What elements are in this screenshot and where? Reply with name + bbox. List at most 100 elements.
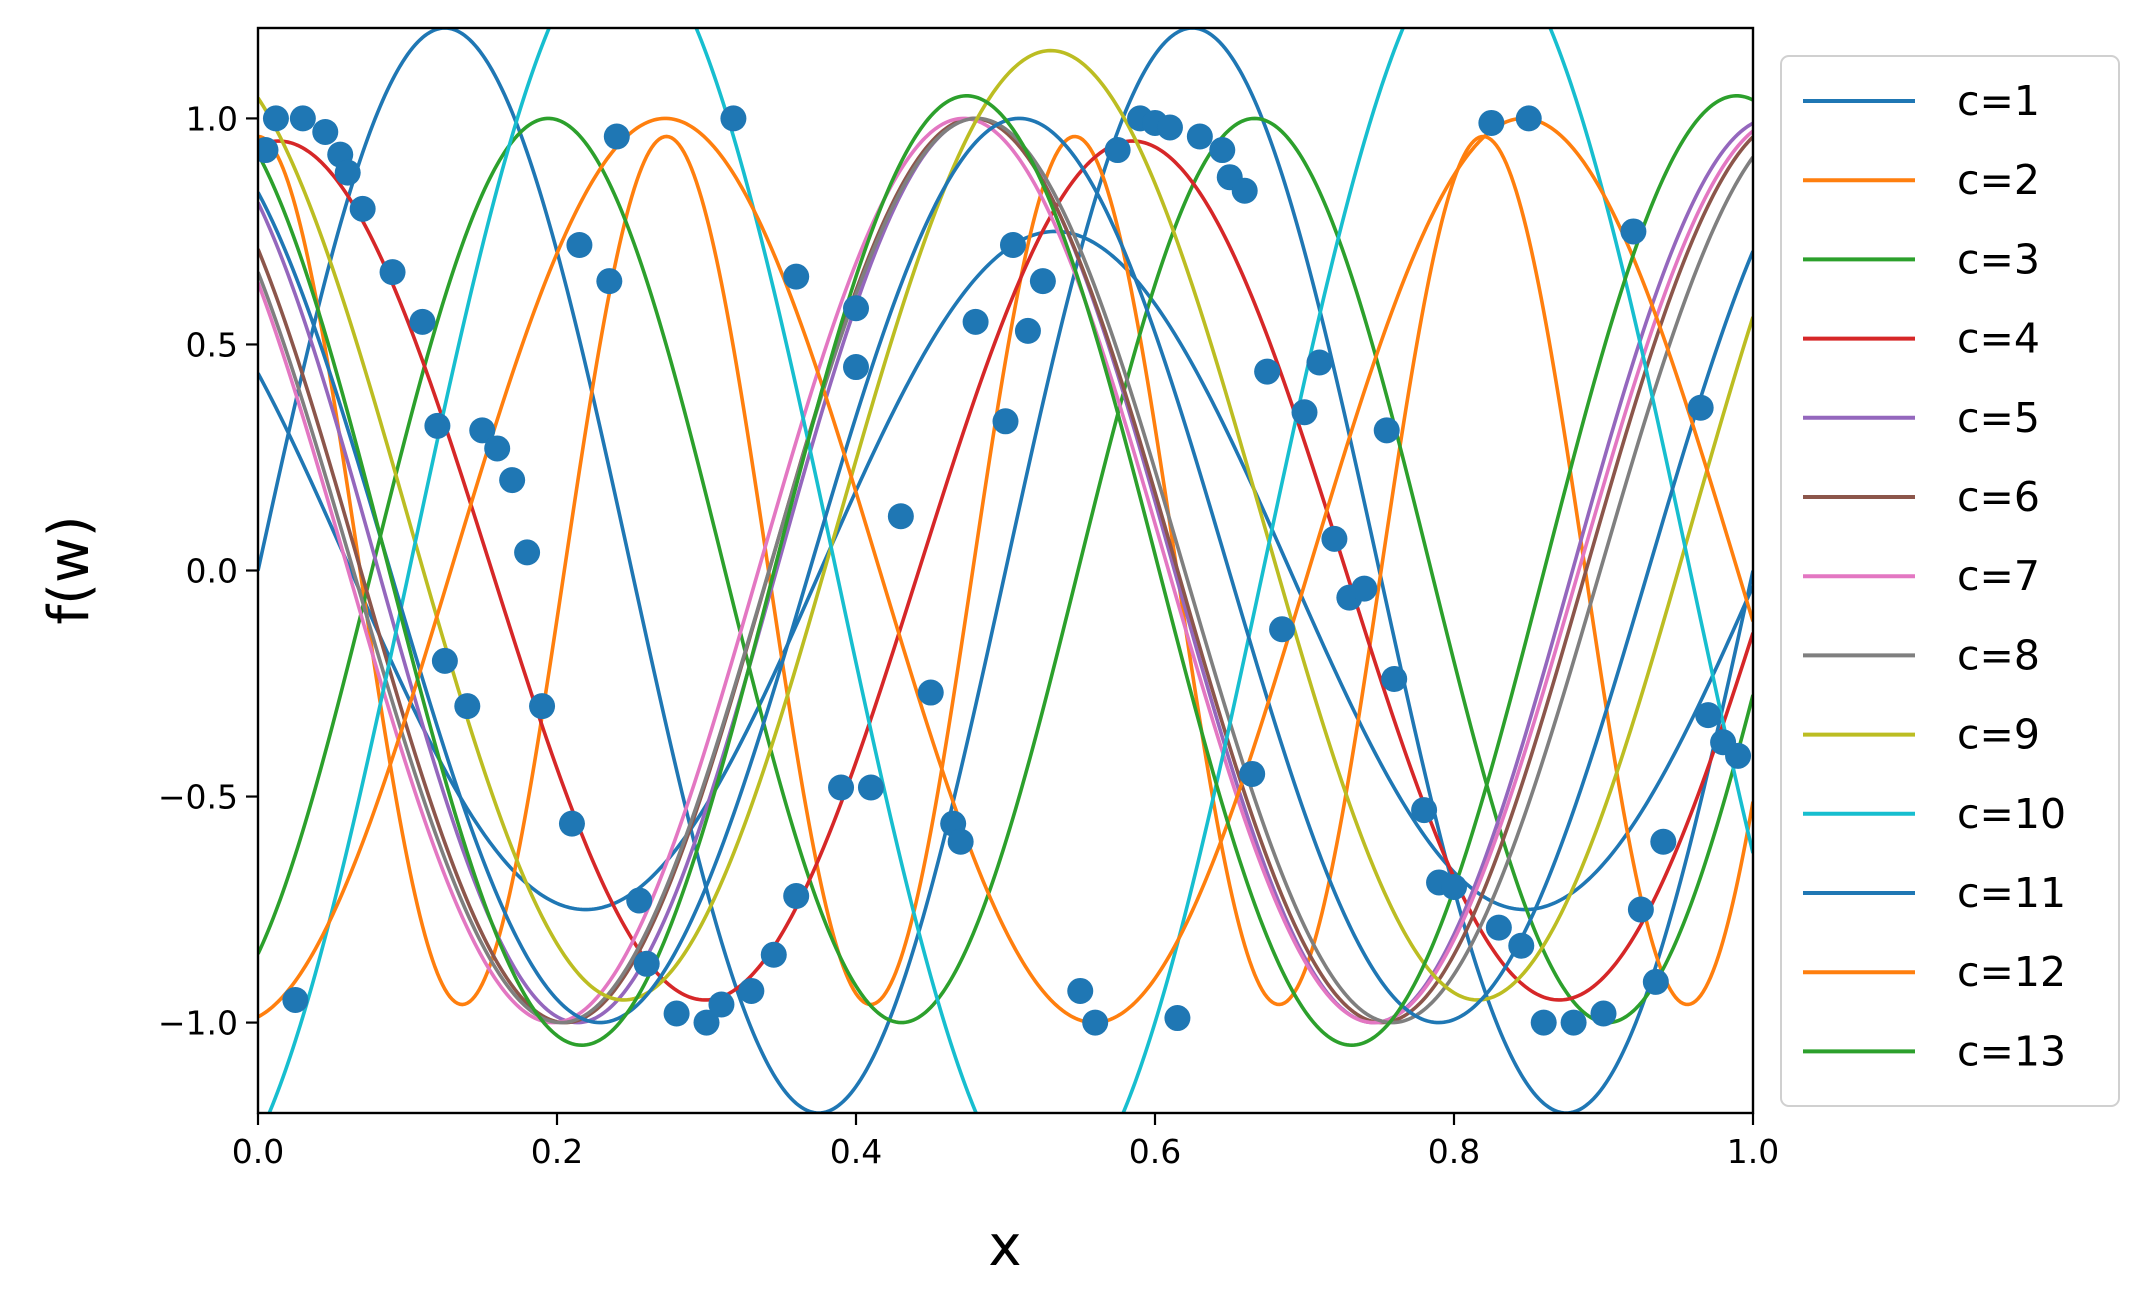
scatter-point-27 (887, 503, 914, 530)
legend-frame (1780, 55, 2120, 1107)
legend-label-c9: c=9 (1957, 711, 2040, 759)
scatter-point-61 (1508, 932, 1535, 959)
scatter-point-55 (1373, 417, 1400, 444)
legend-label-c10: c=10 (1957, 790, 2066, 838)
y-tick-label: −1.0 (158, 1004, 238, 1043)
legend-label-c3: c=3 (1957, 235, 2040, 283)
scatter-point-69 (1687, 394, 1714, 421)
series-line-c7 (258, 116, 1753, 1025)
scatter-point-12 (484, 435, 511, 462)
scatter-point-60 (1485, 914, 1512, 941)
series-line-c13 (258, 94, 1753, 1047)
scatter-point-43 (1186, 123, 1213, 150)
scatter-point-26 (857, 774, 884, 801)
x-tick-label: 0.4 (830, 1132, 882, 1171)
legend-label-c5: c=5 (1957, 394, 2040, 442)
legend-label-c12: c=12 (1957, 948, 2066, 996)
scatter-point-9 (409, 308, 436, 335)
legend-label-c1: c=1 (1957, 77, 2040, 125)
series-layer (258, 28, 1753, 1113)
scatter-point-70 (1695, 702, 1722, 729)
scatter-point-13 (499, 467, 526, 494)
series-line-c1 (258, 28, 1753, 1113)
scatter-point-78 (596, 268, 623, 295)
legend-label-c7: c=7 (1957, 552, 2040, 600)
scatter-point-30 (947, 828, 974, 855)
y-tick-label: −0.5 (158, 778, 238, 817)
scatter-point-83 (843, 354, 869, 381)
scatter-point-66 (1627, 896, 1654, 923)
scatter-point-20 (693, 1009, 720, 1036)
scatter-point-25 (828, 774, 855, 801)
scatter-point-22 (738, 977, 765, 1004)
scatter-point-47 (1239, 760, 1266, 787)
legend-label-c6: c=6 (1957, 473, 2040, 521)
scatter-point-59 (1441, 873, 1467, 900)
x-axis-label: x (988, 1214, 1021, 1279)
x-tick-label: 0.8 (1428, 1132, 1480, 1171)
legend-label-c2: c=2 (1957, 156, 2040, 204)
scatter-point-24 (783, 883, 810, 909)
legend-label-c11: c=11 (1957, 869, 2066, 917)
scatter-point-74 (1515, 105, 1542, 132)
scatter-point-21 (708, 991, 735, 1018)
scatter-point-15 (529, 693, 556, 720)
scatter-point-11 (469, 417, 496, 444)
scatter-point-54 (1351, 575, 1378, 602)
scatter-point-63 (1560, 1009, 1587, 1036)
series-line-c8 (258, 116, 1753, 1025)
scatter-point-18 (633, 950, 660, 977)
y-axis: −1.0 −0.5 0.0 0.5 1.0 (158, 99, 258, 1043)
scatter-point-16 (558, 810, 585, 837)
scatter-point-77 (566, 232, 593, 258)
y-tick-label: 1.0 (186, 99, 238, 138)
legend-label-c13: c=13 (1957, 1027, 2066, 1075)
scatter-point-56 (1381, 666, 1408, 692)
scatter-point-49 (1269, 616, 1296, 643)
y-tick-label: 0.5 (186, 325, 238, 364)
series-line-c6 (258, 116, 1753, 1025)
scatter-point-68 (1650, 828, 1677, 855)
series-line-c4 (258, 139, 1753, 1002)
scatter-point-6 (334, 159, 361, 186)
scatter-point-57 (1411, 797, 1438, 824)
scatter-point-65 (1620, 218, 1647, 245)
x-tick-label: 0.6 (1129, 1132, 1181, 1171)
scatter-point-4 (312, 118, 339, 145)
scatter-point-52 (1321, 525, 1348, 552)
scatter-point-41 (1156, 114, 1183, 141)
scatter-point-76 (454, 693, 481, 720)
scatter-point-37 (1082, 1009, 1109, 1036)
scatter-point-3 (289, 105, 316, 132)
scatter-point-36 (1067, 977, 1094, 1004)
scatter-point-50 (1291, 399, 1318, 426)
scatter-point-33 (999, 232, 1026, 258)
scatter-point-48 (1254, 358, 1281, 385)
scatter-point-23 (760, 941, 787, 968)
x-tick-label: 1.0 (1727, 1132, 1779, 1171)
y-tick-label: 0.0 (186, 552, 238, 591)
x-axis: 0.0 0.2 0.4 0.6 0.8 1.0 (232, 1113, 1779, 1171)
x-tick-label: 0.2 (531, 1132, 583, 1171)
scatter-point-46 (1231, 177, 1258, 204)
x-tick-label: 0.0 (232, 1132, 284, 1171)
series-line-c9 (258, 48, 1753, 1002)
scatter-point-75 (431, 647, 458, 674)
series-line-c2 (258, 134, 1753, 1007)
scatter-point-72 (1725, 742, 1752, 769)
scatter-point-82 (843, 295, 869, 322)
scatter-point-19 (663, 1000, 690, 1027)
scatter-point-79 (603, 123, 630, 150)
scatter-point-73 (1478, 109, 1505, 136)
scatter-point-84 (282, 986, 309, 1013)
legend: c=1 c=2 c=3 c=4 c=5 c=6 c=7 c=8 c=9 c=10 c=11 c=12 c… (1780, 55, 2120, 1107)
scatter-point-62 (1530, 1009, 1557, 1036)
scatter-point-81 (783, 263, 810, 290)
scatter-point-51 (1306, 349, 1333, 376)
scatter-point-64 (1590, 1000, 1617, 1027)
scatter-point-67 (1642, 968, 1669, 995)
scatter-point-42 (1164, 1005, 1191, 1032)
legend-label-c4: c=4 (1957, 315, 2040, 363)
scatter-point-32 (992, 408, 1019, 435)
